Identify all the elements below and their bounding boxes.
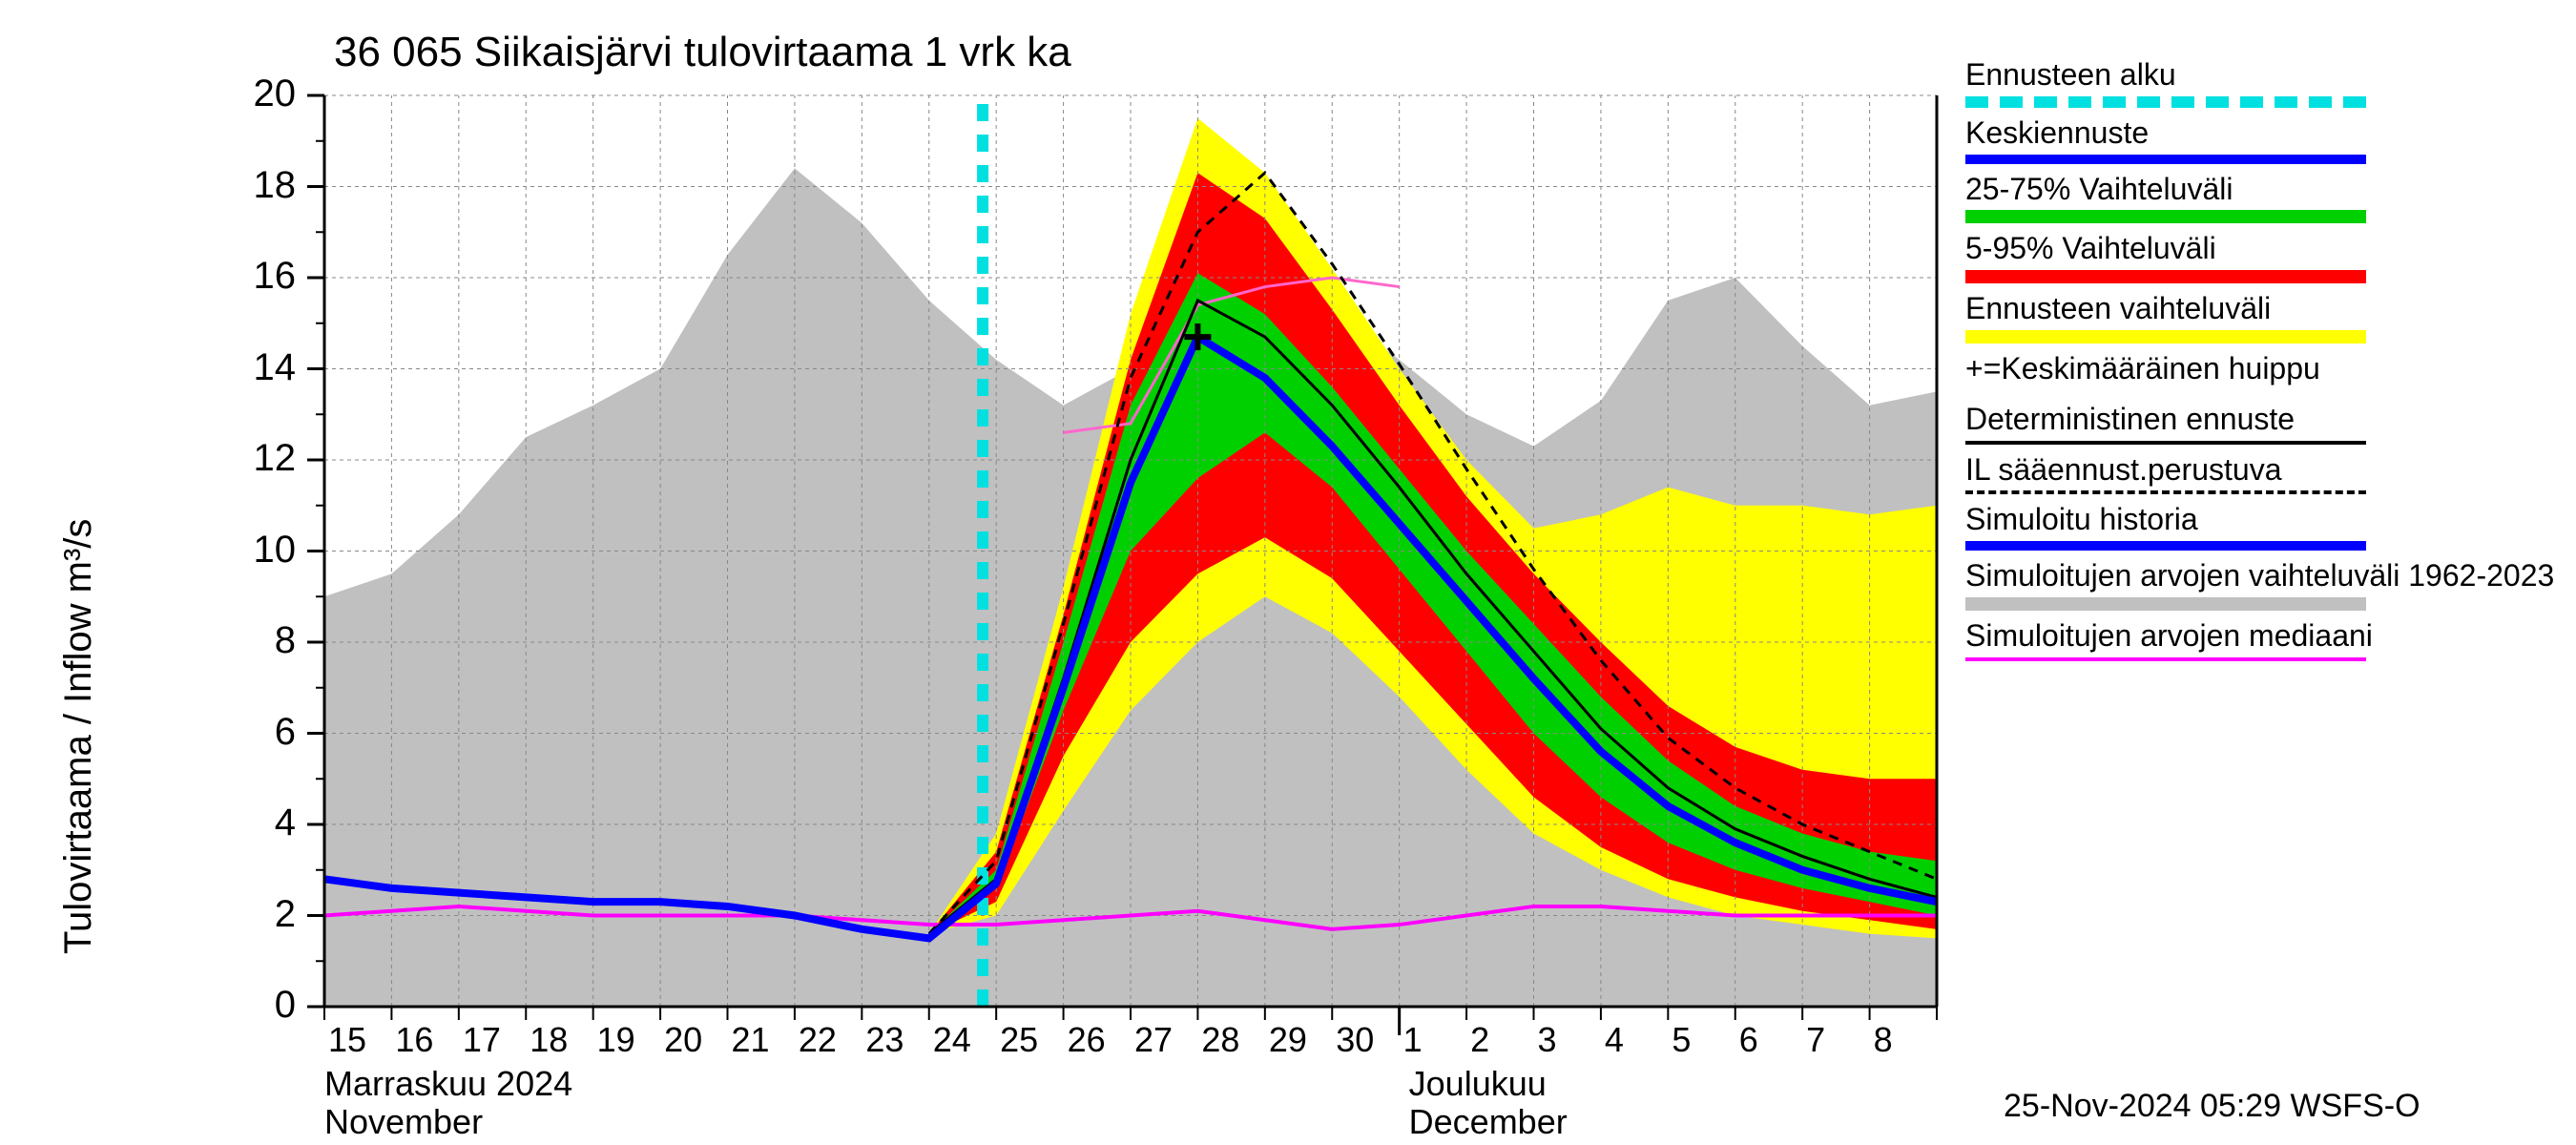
x-tick-label: 24 bbox=[933, 1020, 971, 1060]
legend-item: Ennusteen alku bbox=[1965, 57, 2557, 108]
legend-swatch bbox=[1965, 96, 2366, 108]
x-tick-label: 28 bbox=[1201, 1020, 1239, 1060]
legend: Ennusteen alku Keskiennuste 25-75% Vaihtel… bbox=[1965, 57, 2557, 669]
legend-text: Ennusteen vaihteluväli bbox=[1965, 291, 2557, 330]
x-tick-label: 21 bbox=[732, 1020, 770, 1060]
legend-swatch bbox=[1965, 330, 2366, 344]
legend-text: Simuloitujen arvojen mediaani bbox=[1965, 618, 2557, 657]
legend-item: Ennusteen vaihteluväli bbox=[1965, 291, 2557, 344]
legend-swatch bbox=[1965, 441, 2366, 445]
legend-item: Simuloitujen arvojen mediaani bbox=[1965, 618, 2557, 661]
legend-text: Simuloitujen arvojen vaihteluväli 1962-2… bbox=[1965, 558, 2557, 597]
legend-swatch bbox=[1965, 270, 2366, 283]
x-tick-label: 20 bbox=[664, 1020, 702, 1060]
month1-fi: Marraskuu 2024 bbox=[324, 1064, 572, 1104]
x-tick-label: 15 bbox=[328, 1020, 366, 1060]
legend-swatch bbox=[1965, 390, 2557, 394]
y-tick-label: 8 bbox=[219, 619, 296, 662]
x-tick-label: 2 bbox=[1470, 1020, 1489, 1060]
y-tick-label: 16 bbox=[219, 255, 296, 298]
legend-text: 5-95% Vaihteluväli bbox=[1965, 231, 2557, 270]
x-tick-label: 5 bbox=[1672, 1020, 1691, 1060]
y-tick-label: 6 bbox=[219, 711, 296, 754]
y-tick-label: 2 bbox=[219, 893, 296, 936]
x-tick-label: 6 bbox=[1739, 1020, 1758, 1060]
footer-timestamp: 25-Nov-2024 05:29 WSFS-O bbox=[2004, 1088, 2420, 1125]
x-tick-label: 23 bbox=[865, 1020, 904, 1060]
x-tick-label: 7 bbox=[1806, 1020, 1825, 1060]
legend-text: Simuloitu historia bbox=[1965, 502, 2557, 541]
x-tick-label: 3 bbox=[1538, 1020, 1557, 1060]
legend-text: Deterministinen ennuste bbox=[1965, 402, 2557, 441]
legend-swatch bbox=[1965, 541, 2366, 551]
x-tick-label: 25 bbox=[1000, 1020, 1038, 1060]
legend-item: Simuloitu historia bbox=[1965, 502, 2557, 551]
legend-item: Simuloitujen arvojen vaihteluväli 1962-2… bbox=[1965, 558, 2557, 611]
legend-swatch bbox=[1965, 657, 2366, 661]
x-tick-label: 26 bbox=[1068, 1020, 1106, 1060]
legend-text: Keskiennuste bbox=[1965, 115, 2557, 155]
month1-en: November bbox=[324, 1102, 483, 1142]
legend-item: +=Keskimääräinen huippu bbox=[1965, 351, 2557, 394]
month2-fi: Joulukuu bbox=[1409, 1064, 1547, 1104]
legend-text: 25-75% Vaihteluväli bbox=[1965, 172, 2557, 211]
x-tick-label: 27 bbox=[1134, 1020, 1173, 1060]
legend-swatch bbox=[1965, 155, 2366, 164]
legend-text: IL sääennust.perustuva bbox=[1965, 452, 2557, 491]
y-tick-label: 12 bbox=[219, 437, 296, 480]
y-tick-label: 0 bbox=[219, 984, 296, 1027]
legend-item: Keskiennuste bbox=[1965, 115, 2557, 164]
x-tick-label: 18 bbox=[530, 1020, 568, 1060]
legend-swatch bbox=[1965, 597, 2366, 611]
x-tick-label: 4 bbox=[1605, 1020, 1624, 1060]
y-tick-label: 10 bbox=[219, 529, 296, 572]
x-tick-label: 29 bbox=[1269, 1020, 1307, 1060]
legend-text: +=Keskimääräinen huippu bbox=[1965, 351, 2557, 390]
month2-en: December bbox=[1409, 1102, 1568, 1142]
x-tick-label: 16 bbox=[395, 1020, 433, 1060]
legend-swatch bbox=[1965, 210, 2366, 223]
x-tick-label: 30 bbox=[1336, 1020, 1374, 1060]
x-tick-label: 19 bbox=[597, 1020, 635, 1060]
y-tick-label: 4 bbox=[219, 802, 296, 844]
legend-item: 5-95% Vaihteluväli bbox=[1965, 231, 2557, 283]
legend-text: Ennusteen alku bbox=[1965, 57, 2557, 96]
y-tick-label: 20 bbox=[219, 73, 296, 115]
y-tick-label: 14 bbox=[219, 346, 296, 389]
x-tick-label: 1 bbox=[1403, 1020, 1423, 1060]
x-tick-label: 22 bbox=[799, 1020, 837, 1060]
legend-item: IL sääennust.perustuva bbox=[1965, 452, 2557, 495]
legend-swatch bbox=[1965, 490, 2366, 494]
x-tick-label: 8 bbox=[1874, 1020, 1893, 1060]
x-tick-label: 17 bbox=[463, 1020, 501, 1060]
y-tick-label: 18 bbox=[219, 164, 296, 207]
legend-item: 25-75% Vaihteluväli bbox=[1965, 172, 2557, 224]
legend-item: Deterministinen ennuste bbox=[1965, 402, 2557, 445]
